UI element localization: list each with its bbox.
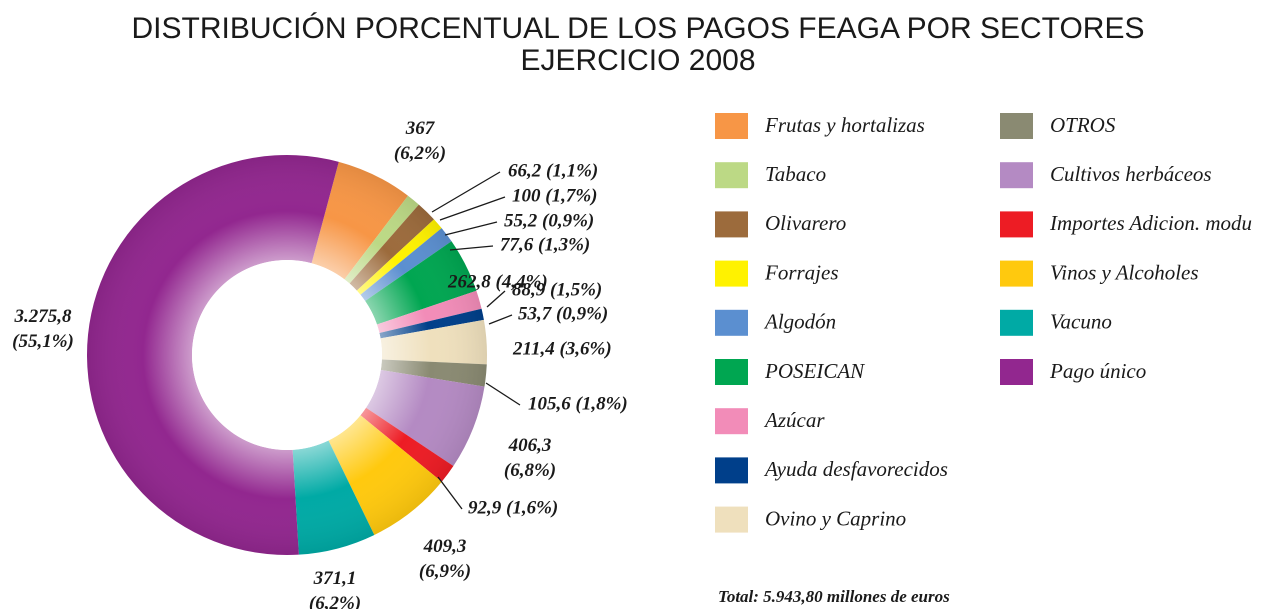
data-label: 3.275,8 (55,1%)	[12, 306, 74, 352]
leader-line	[437, 476, 463, 510]
data-label: 371,1 (6,2%)	[309, 568, 361, 609]
data-label: 367 (6,2%)	[394, 118, 446, 164]
legend-swatch	[1000, 113, 1033, 139]
legend-swatch	[715, 162, 748, 189]
leader-line	[485, 382, 521, 406]
legend-swatch	[715, 359, 748, 385]
data-label: 406,3 (6,8%)	[504, 435, 556, 481]
legend-label: Forrajes	[764, 260, 839, 284]
legend-label: Ayuda desfavorecidos	[763, 457, 948, 481]
legend-swatch	[715, 309, 748, 336]
data-label: 88,9 (1,5%)	[512, 279, 602, 300]
data-label: 211,4 (3,6%)	[512, 338, 612, 359]
data-label: 262,8 (4,4%)	[447, 271, 548, 292]
chart-subtitle: EJERCICIO 2008	[520, 44, 755, 77]
legend-label: Frutas y hortalizas	[764, 113, 925, 137]
data-label: 55,2 (0,9%)	[504, 210, 594, 231]
legend-swatch	[715, 260, 748, 287]
legend-label: Azúcar	[763, 408, 825, 432]
legend-swatch	[715, 211, 748, 238]
legend-swatch	[1000, 309, 1033, 336]
chart-title: DISTRIBUCIÓN PORCENTUAL DE LOS PAGOS FEA…	[132, 12, 1145, 45]
legend-label: Vinos y Alcoholes	[1050, 260, 1199, 284]
legend-swatch	[1000, 359, 1033, 385]
legend-label: Tabaco	[765, 162, 826, 186]
leader-line	[486, 290, 506, 308]
data-label: 66,2 (1,1%)	[508, 160, 598, 181]
legend-swatch	[1000, 162, 1033, 189]
legend-label: Ovino y Caprino	[765, 506, 906, 530]
donut-hole	[192, 260, 382, 450]
legend-swatch	[1000, 211, 1033, 238]
data-label: 53,7 (0,9%)	[518, 303, 608, 324]
note: Total: 5.943,80 millones de euros	[718, 587, 950, 606]
leader-line	[449, 245, 494, 251]
data-label: 92,9 (1,6%)	[468, 497, 558, 518]
leader-line	[488, 314, 513, 325]
legend-label: Cultivos herbáceos	[1050, 162, 1212, 186]
legend-label: OTROS	[1050, 113, 1116, 137]
donut	[87, 155, 488, 556]
legend-label: Pago único	[1049, 359, 1146, 383]
legend-swatch	[715, 506, 748, 533]
leader-line	[444, 221, 498, 236]
legend-label: Algodón	[763, 310, 836, 334]
data-label: 77,6 (1,3%)	[500, 234, 590, 255]
legend-label: Olivarero	[765, 211, 846, 235]
data-label: 409,3 (6,9%)	[419, 536, 471, 582]
legend-label: Importes Adicion. modu	[1049, 211, 1252, 235]
legend-swatch	[715, 457, 748, 484]
leader-line	[439, 196, 506, 221]
legend-swatch	[715, 408, 748, 435]
legend-label: Vacuno	[1050, 310, 1112, 334]
data-label: 100 (1,7%)	[512, 185, 597, 206]
legend-swatch	[1000, 260, 1033, 287]
leader-line	[431, 171, 501, 213]
legend-label: POSEICAN	[764, 359, 865, 383]
legend-swatch	[715, 113, 748, 139]
data-label: 105,6 (1,8%)	[528, 393, 628, 414]
